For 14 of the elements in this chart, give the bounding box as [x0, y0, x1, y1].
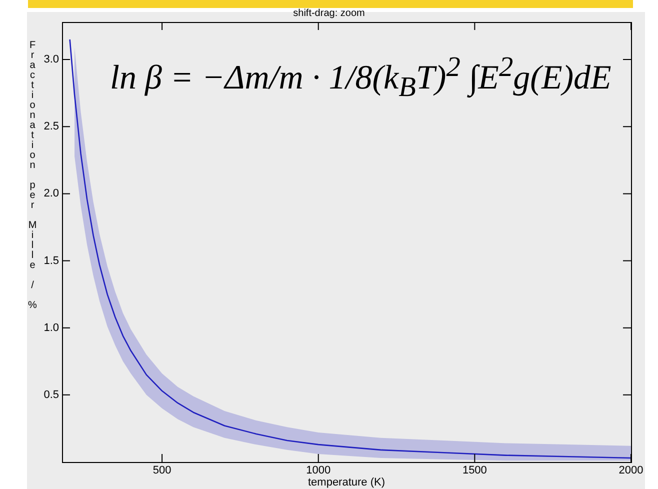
y-axis-title: Fractionation per Mille / %	[27, 40, 39, 312]
x-tick-label: 1500	[462, 464, 487, 477]
y-tick-label: 2.0	[44, 188, 59, 200]
text: shift-drag: zoom	[292, 8, 366, 20]
y-tick-label: 2.5	[44, 120, 59, 133]
y-tick-label: 3.0	[44, 54, 59, 66]
y-tick-label: 0.5	[44, 388, 59, 401]
annotation: ln β = −Δm/m · 1/8(k$_{B}$T)$^{2}$ ∫E$^{2}$g(E)dE	[110, 52, 612, 104]
x-axis-title: temperature (K)	[308, 476, 386, 488]
y-tick-label: 1.5	[44, 254, 59, 267]
y-tick-label: 1.0	[44, 322, 59, 334]
x-tick-label: 2000	[618, 464, 644, 477]
x-tick-label: 500	[152, 464, 172, 477]
x-tick-label: 1000	[306, 464, 331, 477]
